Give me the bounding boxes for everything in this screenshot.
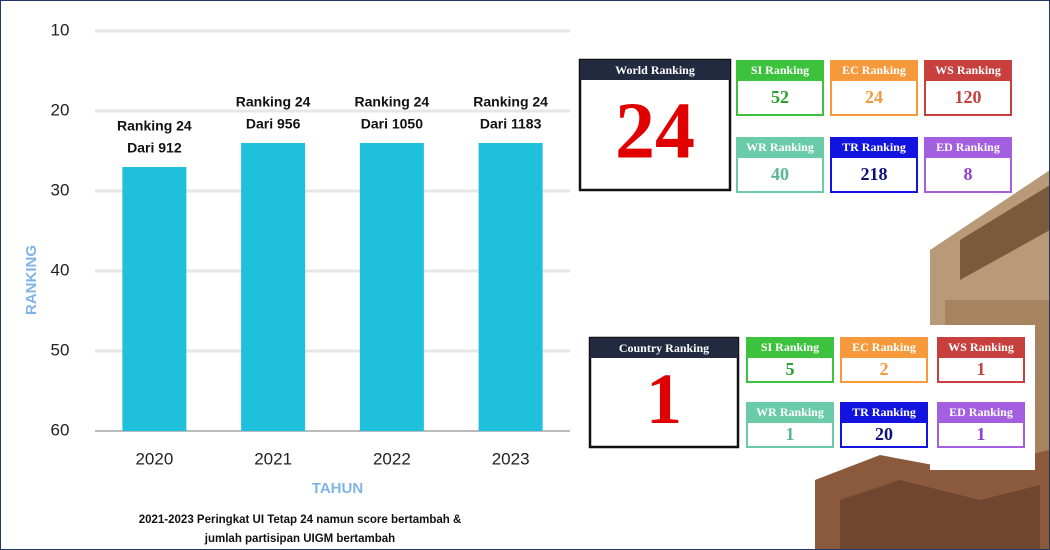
y-tick-label: 30 — [51, 180, 70, 199]
metric-label: WS Ranking — [948, 340, 1014, 354]
ranking-value: 1 — [646, 359, 682, 439]
metric-box — [746, 421, 834, 448]
y-tick-label: 20 — [51, 100, 70, 119]
metric-box — [830, 156, 918, 193]
metric-value: 52 — [771, 87, 789, 107]
y-tick-label: 10 — [51, 20, 70, 39]
bar — [359, 143, 424, 431]
metric-box — [840, 356, 928, 383]
metric-header — [937, 402, 1025, 422]
metric-value: 5 — [786, 359, 795, 379]
bar-label: Dari 1183 — [480, 116, 542, 132]
ranking-title: World Ranking — [615, 63, 695, 77]
x-tick-label: 2023 — [492, 449, 530, 468]
caption: 2021-2023 Peringkat UI Tetap 24 namun sc… — [139, 514, 462, 526]
metric-label: TR Ranking — [852, 405, 916, 419]
metric-label: ED Ranking — [949, 405, 1013, 419]
metric-value: 8 — [964, 164, 973, 184]
x-axis-label: TAHUN — [312, 480, 363, 497]
ranking-title: Country Ranking — [619, 341, 709, 355]
ranking-header — [590, 338, 738, 358]
metric-value: 1 — [977, 424, 986, 444]
metric-value: 20 — [875, 424, 893, 444]
y-tick-label: 60 — [51, 420, 70, 439]
ranking-header — [580, 60, 730, 80]
metric-box — [746, 356, 834, 383]
bar — [122, 167, 187, 431]
metric-label: WR Ranking — [746, 140, 814, 154]
bar-label: Dari 1050 — [361, 116, 423, 132]
metric-box — [924, 79, 1012, 116]
metric-header — [840, 337, 928, 357]
metric-box — [736, 156, 824, 193]
bar — [241, 143, 306, 431]
bar-label: Ranking 24 — [473, 94, 548, 110]
metric-value: 120 — [955, 87, 982, 107]
y-tick-label: 50 — [51, 340, 70, 359]
bar-label: Ranking 24 — [117, 118, 192, 134]
metric-box — [924, 156, 1012, 193]
bar-label: Dari 956 — [246, 116, 301, 132]
caption: jumlah partisipan UIGM bertambah — [204, 533, 395, 545]
x-tick-label: 2020 — [135, 449, 173, 468]
bar-label: Ranking 24 — [355, 94, 430, 110]
metric-value: 2 — [880, 359, 889, 379]
metric-label: SI Ranking — [761, 340, 819, 354]
metric-label: EC Ranking — [852, 340, 916, 354]
metric-box — [937, 356, 1025, 383]
y-tick-label: 40 — [51, 260, 70, 279]
metric-value: 218 — [861, 164, 888, 184]
metric-value: 24 — [865, 87, 883, 107]
bar-label: Dari 912 — [127, 140, 182, 156]
y-axis-label: RANKING — [23, 245, 40, 315]
metric-header — [840, 402, 928, 422]
metric-header — [937, 337, 1025, 357]
metric-header — [830, 60, 918, 80]
bar-label: Ranking 24 — [236, 94, 311, 110]
bar — [478, 143, 543, 431]
metric-label: ED Ranking — [936, 140, 1000, 154]
metric-value: 40 — [771, 164, 789, 184]
metric-value: 1 — [977, 359, 986, 379]
metric-header — [736, 60, 824, 80]
metric-label: SI Ranking — [751, 63, 809, 77]
metric-header — [736, 137, 824, 157]
metric-box — [830, 79, 918, 116]
x-tick-label: 2022 — [373, 449, 411, 468]
metric-label: TR Ranking — [842, 140, 906, 154]
metric-label: EC Ranking — [842, 63, 906, 77]
x-tick-label: 2021 — [254, 449, 292, 468]
metric-box — [937, 421, 1025, 448]
metric-header — [746, 337, 834, 357]
metric-value: 1 — [786, 424, 795, 444]
metric-header — [924, 137, 1012, 157]
metric-box — [736, 79, 824, 116]
metric-label: WS Ranking — [935, 63, 1001, 77]
metric-label: WR Ranking — [756, 405, 824, 419]
metric-header — [746, 402, 834, 422]
metric-header — [830, 137, 918, 157]
metric-header — [924, 60, 1012, 80]
ranking-value: 24 — [615, 87, 695, 175]
metric-box — [840, 421, 928, 448]
